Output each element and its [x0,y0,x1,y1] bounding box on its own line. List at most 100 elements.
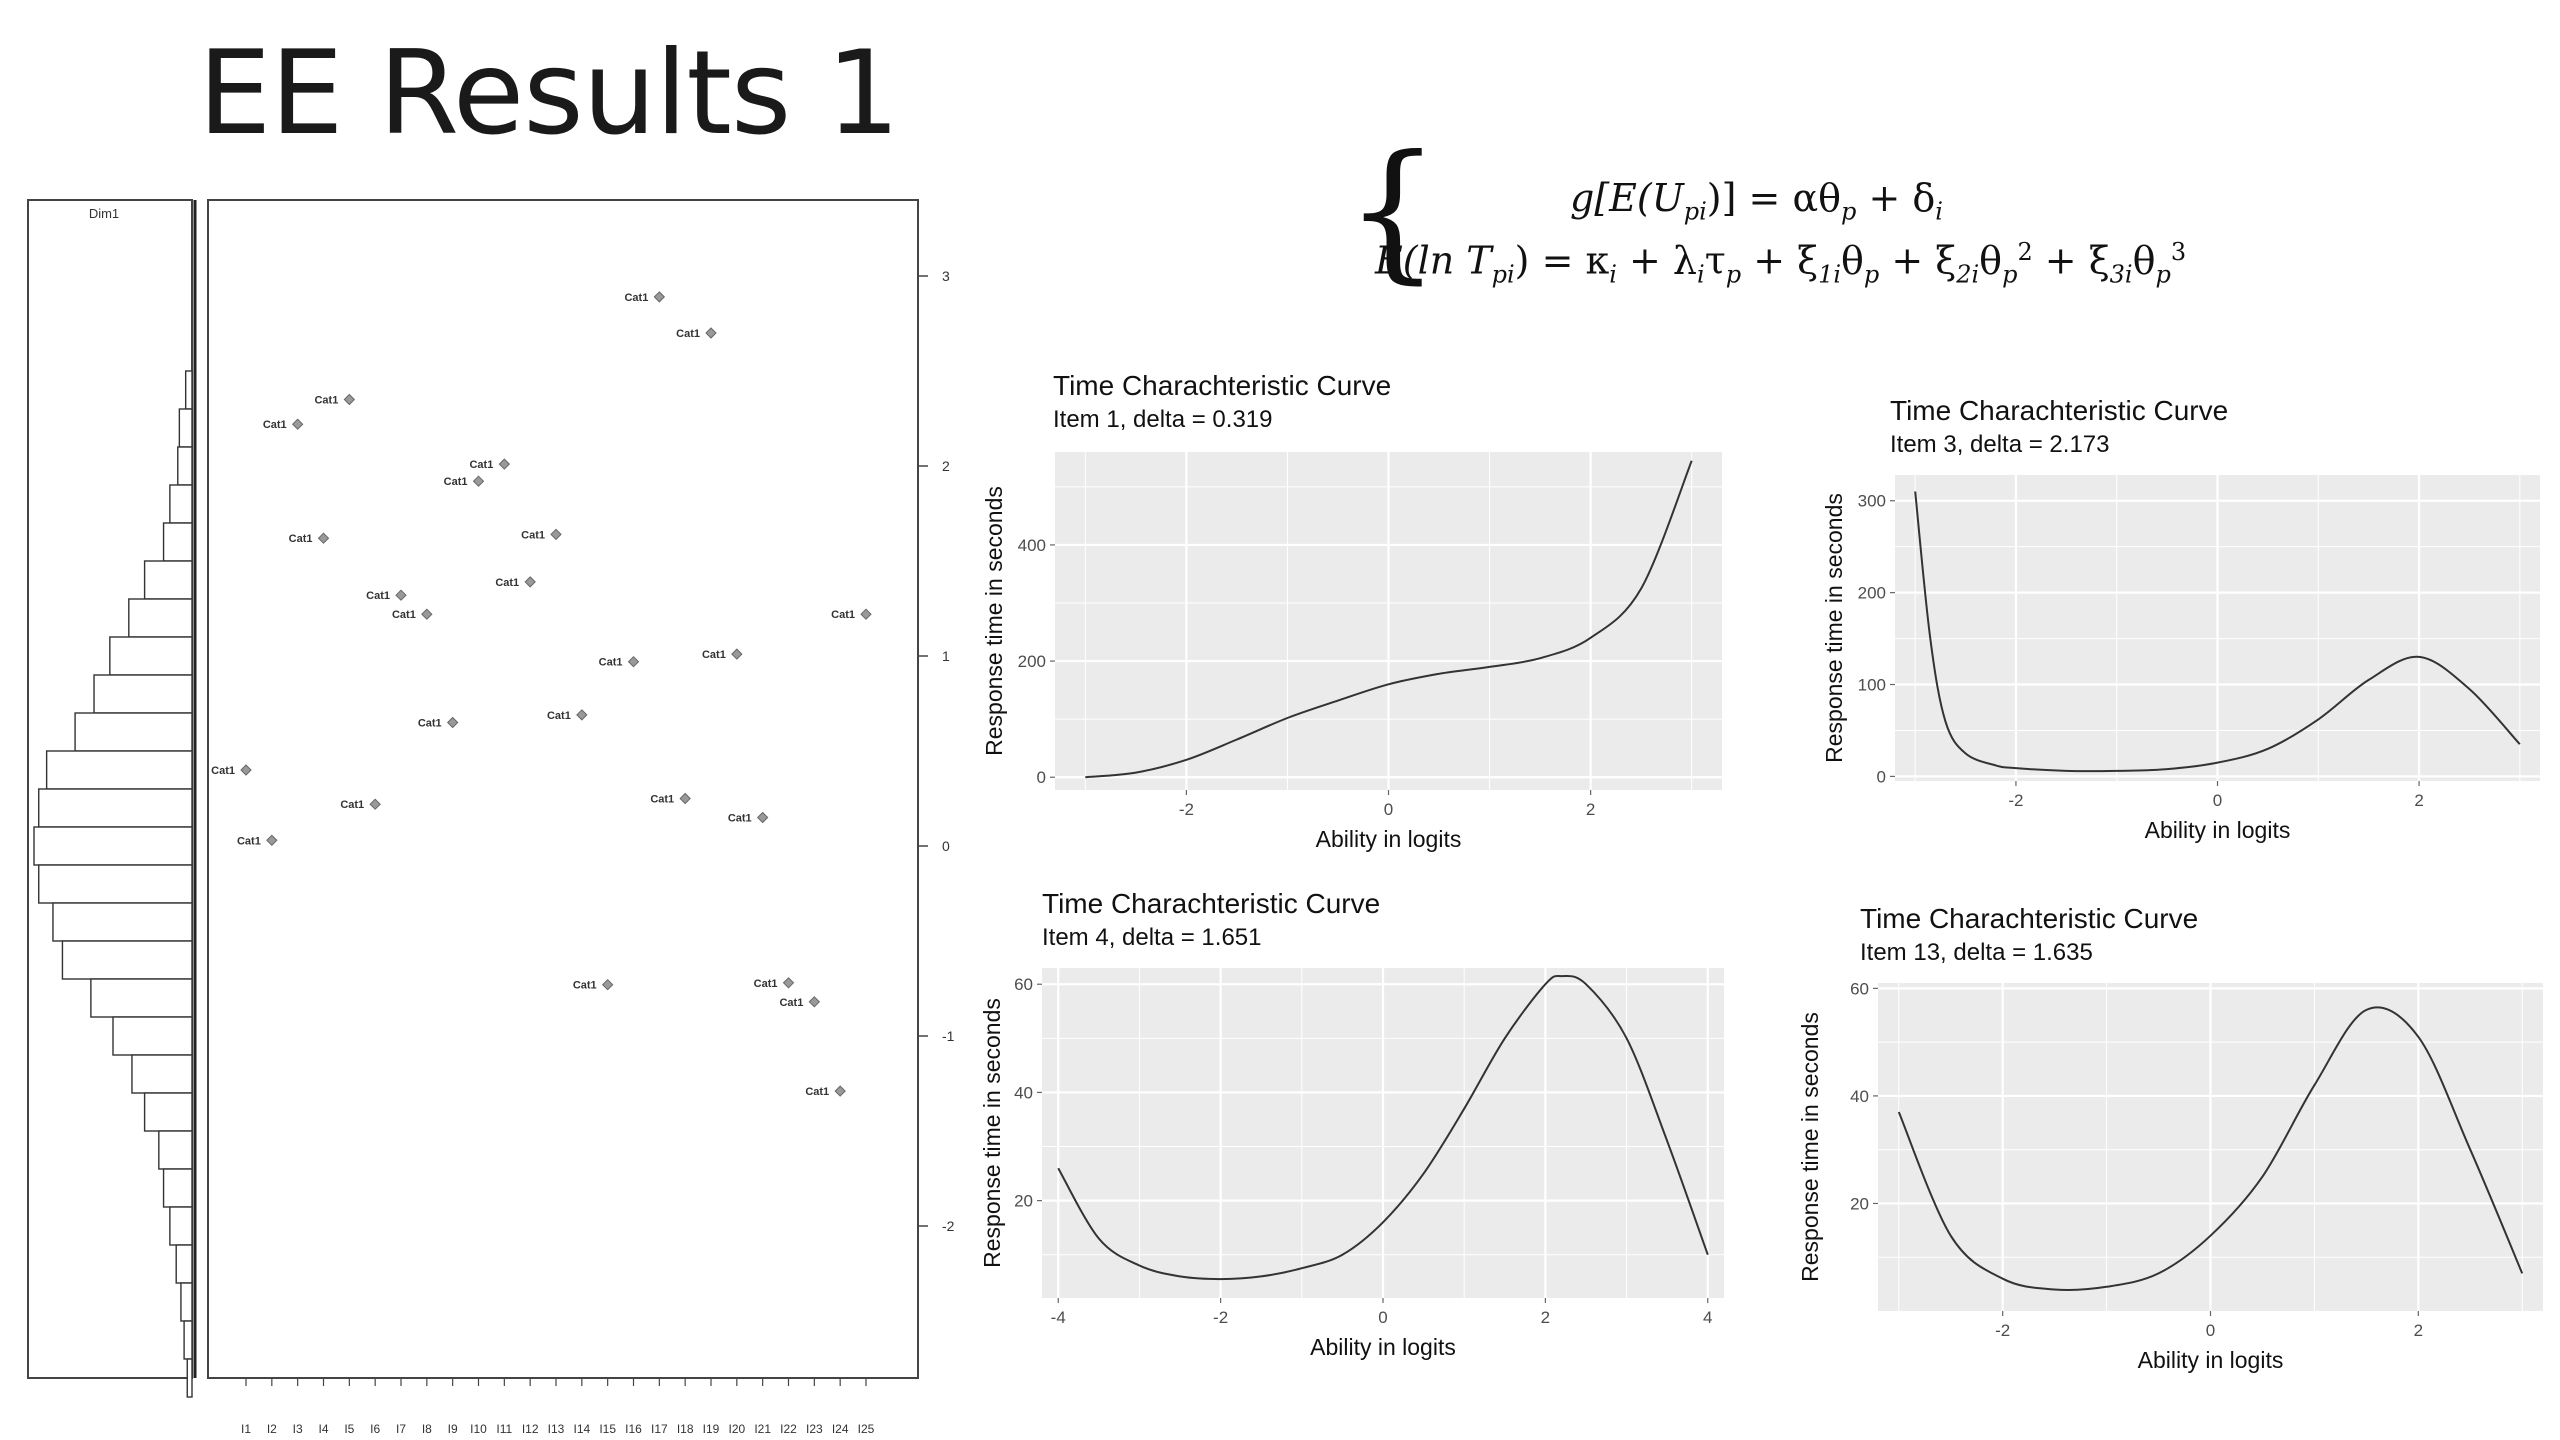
threshold-label: Cat1 [650,794,674,806]
threshold-point [317,532,330,544]
x-axis-label: Ability in logits [1316,826,1462,852]
y-axis-label: Response time in seconds [981,486,1007,756]
histogram-bar [186,1358,193,1398]
x-item-label: I16 [625,1422,642,1436]
x-item-label: I17 [651,1422,668,1436]
threshold-label: Cat1 [573,980,597,992]
histogram-bar [184,370,193,410]
wright-map-chart: Dim1 3 2 1 0 -1 -2 I1 I2 I3 I4 I5 I6 I7 I8 I9 I10 I11 I12 I… [27,199,955,1436]
tcc-plot: -4 -2 0 2 4 20 40 60 Ability in logits Response t… [979,968,1724,1360]
histogram-bar [183,1320,193,1360]
histogram-bar [175,1244,193,1284]
y-axis-label: Response time in seconds [1821,493,1847,763]
histogram-bar [112,1016,193,1056]
model-equations: { g[E(Upi)] = αθp + δi E(ln Tpi) = κi + … [1345,136,2215,320]
threshold-point [705,327,717,339]
x-item-label: I15 [599,1422,616,1436]
x-tick-label: -2 [1179,800,1194,819]
threshold-point [395,589,407,601]
x-item-label: I2 [267,1422,277,1436]
threshold-label: Cat1 [314,395,338,407]
x-item-label: I1 [241,1422,251,1436]
x-item-label: I24 [832,1422,849,1436]
threshold-point [627,655,640,668]
x-item-label: I12 [522,1422,539,1436]
histogram-bar [74,712,193,752]
histogram-bar [45,750,193,790]
threshold-label: Cat1 [831,609,855,621]
x-item-label: I7 [396,1422,406,1436]
threshold-point [808,996,821,1008]
histogram-bar [169,484,193,524]
x-tick-label: 0 [1378,1308,1387,1327]
histogram-bar [143,560,193,600]
y-tick-label: -1 [942,1028,955,1044]
histogram-bar [158,1130,193,1170]
x-tick-label: 0 [2206,1321,2215,1340]
threshold-label: Cat1 [754,978,778,990]
histogram-bar [177,446,193,486]
threshold-label: Cat1 [392,609,416,621]
x-tick-label: -4 [1051,1308,1066,1327]
histogram-bar [162,1168,193,1208]
threshold-label: Cat1 [624,292,648,304]
equation-line-1: g[E(Upi)] = αθp + δi [1570,176,1943,226]
x-tick-label: 4 [1703,1308,1712,1327]
x-item-label: I11 [496,1422,512,1436]
threshold-point [550,528,562,541]
histogram-bar [33,826,193,866]
threshold-label: Cat1 [728,813,752,825]
histogram-bar [162,522,193,562]
threshold-label: Cat1 [418,718,442,730]
chart-title: Time Charachteristic Curve [1890,395,2229,426]
y-tick-label: 0 [1877,767,1886,786]
tcc-chart-item-13: Time Charachteristic Curve Item 13, delta… [1797,903,2560,1383]
equation-line-2: E(ln Tpi) = κi + λiτp + ξ1iθp + ξ2iθp2 +… [1375,238,2187,289]
chart-subtitle: Item 4, delta = 1.651 [1042,924,1262,951]
histogram-bar [38,864,193,904]
tcc-plot: -2 0 2 0 200 400 Ability in logits Response tim… [981,452,1722,852]
y-tick-label: 300 [1858,492,1886,511]
y-tick-label: 1 [942,648,950,664]
x-tick-label: -2 [2008,791,2023,810]
chart-subtitle: Item 13, delta = 1.635 [1860,939,2093,966]
threshold-label: Cat1 [366,590,390,602]
threshold-label: Cat1 [779,997,803,1009]
x-item-label: I3 [293,1422,303,1436]
response-time-curve [1914,491,2521,773]
x-item-label: I14 [573,1422,590,1436]
x-tick-label: 0 [2213,791,2222,810]
histogram-bar [178,408,193,448]
threshold-point [679,792,691,805]
threshold-point [291,418,304,430]
chart-subtitle: Item 1, delta = 0.319 [1053,406,1273,433]
threshold-point [834,1085,846,1097]
chart-subtitle: Item 3, delta = 2.173 [1890,431,2110,458]
y-tick-label: 200 [1858,584,1886,603]
x-item-label: I20 [728,1422,745,1436]
slide-title: EE Results 1 [198,26,900,161]
threshold-point [731,648,743,660]
histogram-bar [131,1054,193,1094]
histogram-bar [169,1206,193,1246]
y-axis-label: Response time in seconds [1797,1012,1823,1282]
x-tick-label: -2 [1213,1308,1228,1327]
threshold-point [266,834,278,847]
tcc-chart-item-3: Time Charachteristic Curve Item 3, delta … [1820,395,2560,855]
y-tick-label: 0 [1037,768,1046,787]
threshold-label: Cat1 [444,476,468,488]
threshold-point [472,475,485,487]
threshold-label: Cat1 [469,459,493,471]
threshold-label: Cat1 [495,577,519,589]
tcc-plot: -2 0 2 20 40 60 Ability in logits Response time… [1797,979,2543,1373]
x-tick-label: 2 [2414,1321,2423,1340]
threshold-label: Cat1 [340,799,364,811]
threshold-point [498,458,511,470]
histogram-bar [93,674,193,714]
threshold-point [524,576,536,588]
chart-title: Time Charachteristic Curve [1042,888,1381,919]
y-tick-label: 40 [1014,1083,1033,1102]
x-tick-label: 2 [2414,791,2423,810]
x-tick-label: 2 [1586,800,1595,819]
threshold-point [653,291,666,303]
